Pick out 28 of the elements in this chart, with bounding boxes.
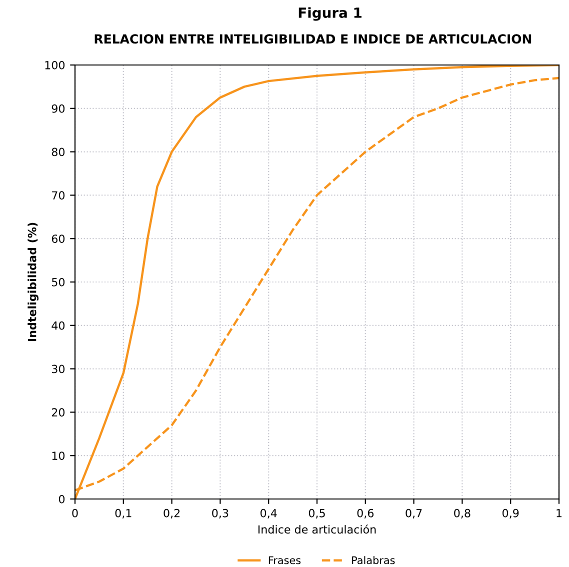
x-tick-label: 0,1 bbox=[115, 508, 132, 518]
x-tick-label: 0,5 bbox=[308, 508, 325, 518]
x-tick-label: 0,6 bbox=[357, 508, 374, 518]
x-tick-label: 0,2 bbox=[164, 508, 180, 518]
x-tick-label: 0 bbox=[72, 508, 78, 518]
y-tick-label: 70 bbox=[52, 191, 65, 200]
legend-label: Frases bbox=[268, 556, 301, 564]
y-tick-label: 20 bbox=[52, 408, 65, 417]
x-tick-label: 0,3 bbox=[212, 508, 228, 518]
x-axis-title: Indice de articulación bbox=[258, 524, 376, 534]
y-tick-label: 10 bbox=[52, 452, 65, 460]
y-tick-label: 80 bbox=[52, 148, 65, 156]
chart-title: Figura 1 bbox=[298, 7, 362, 21]
y-tick-label: 90 bbox=[52, 104, 65, 113]
y-tick-label: 40 bbox=[52, 321, 65, 330]
y-tick-label: 50 bbox=[52, 278, 65, 286]
x-tick-label: 0,4 bbox=[260, 508, 277, 518]
x-tick-label: 0,7 bbox=[406, 508, 422, 518]
x-tick-label: 0,8 bbox=[454, 508, 470, 518]
legend-label: Palabras bbox=[352, 556, 395, 564]
y-axis-title: Indteligibilidad (%) bbox=[28, 222, 39, 342]
y-tick-label: 30 bbox=[52, 364, 65, 374]
y-tick-label: 0 bbox=[58, 494, 65, 504]
x-tick-label: 1 bbox=[556, 509, 562, 518]
x-tick-label: 0,9 bbox=[502, 508, 519, 518]
y-tick-label: 100 bbox=[45, 60, 65, 70]
y-tick-label: 60 bbox=[52, 234, 65, 243]
chart-subtitle: RELACION ENTRE INTELIGIBILIDAD E INDICE DE ARTICULACION bbox=[94, 34, 532, 44]
